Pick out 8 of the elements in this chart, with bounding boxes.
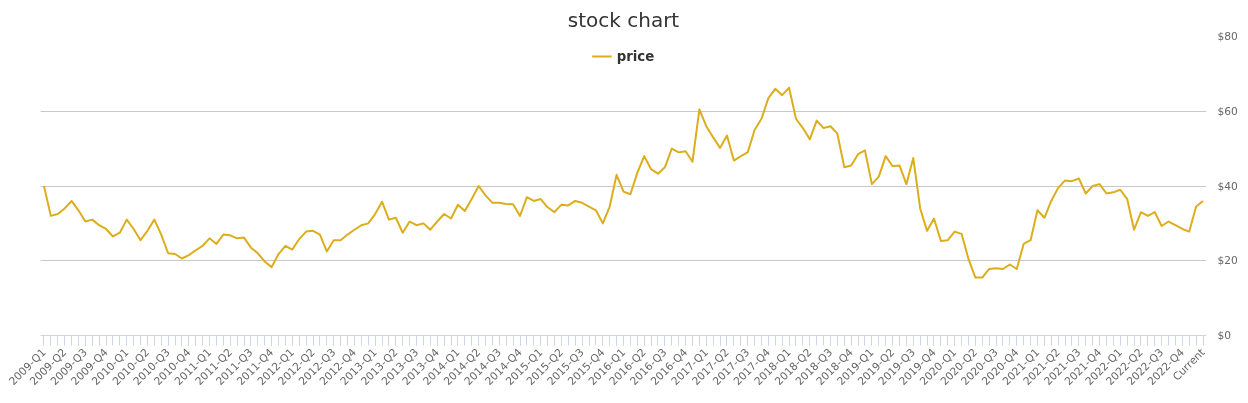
legend-label: price bbox=[616, 48, 655, 64]
chart-title: stock chart bbox=[567, 7, 680, 32]
y-tick-label: $60 bbox=[1217, 104, 1239, 118]
y-tick-label: $40 bbox=[1217, 179, 1239, 193]
y-tick-label: $0 bbox=[1217, 329, 1232, 342]
line-series bbox=[42, 86, 1205, 279]
y-tick-label: $80 bbox=[1217, 30, 1239, 43]
y-tick-label: $20 bbox=[1217, 254, 1239, 268]
